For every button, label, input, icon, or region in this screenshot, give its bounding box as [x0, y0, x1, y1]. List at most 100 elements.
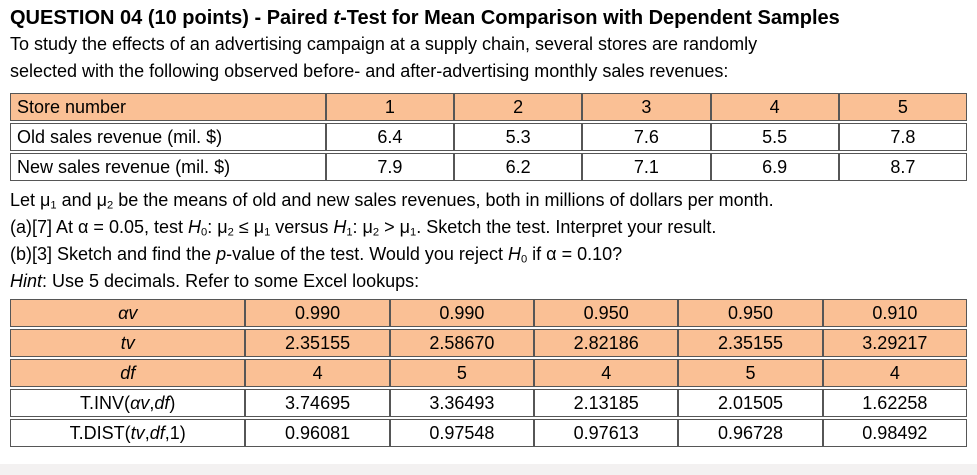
value-cell: 3 — [582, 93, 711, 121]
text-segment: if α = 0.10? — [527, 244, 623, 264]
row-label-cell: tv — [10, 329, 246, 357]
table-row: df 4 5 4 5 4 — [10, 359, 967, 387]
value-cell: 2.35155 — [678, 329, 823, 357]
text-segment: ≤ μ — [233, 217, 265, 237]
row-label-cell: Store number — [10, 93, 326, 121]
row-label-cell: T.INV(αv,df) — [10, 389, 246, 417]
text-segment: : Use 5 decimals. Refer to some Excel lo… — [42, 271, 420, 291]
table-row: tv 2.35155 2.58670 2.82186 2.35155 3.29217 — [10, 329, 967, 357]
value-cell: 7.9 — [325, 153, 455, 181]
text-segment: 1 — [50, 199, 57, 212]
value-cell: 7.6 — [582, 123, 711, 151]
text-segment: 0 — [520, 253, 528, 266]
value-cell: 5 — [389, 359, 535, 387]
value-cell: 0.910 — [822, 299, 967, 327]
row-label-cell: df — [10, 359, 246, 387]
value-cell: 0.96728 — [678, 419, 823, 447]
value-cell: 5 — [678, 359, 823, 387]
value-cell: 2.35155 — [245, 329, 390, 357]
part-b-line: (b)[3] Sketch and find the p-value of th… — [10, 241, 967, 268]
text-segment: : μ — [352, 217, 373, 237]
means-definition-line: Let μ1 and μ2 be the means of old and ne… — [10, 187, 967, 214]
text-segment: . Sketch the test. Interpret your result… — [416, 217, 717, 237]
value-cell: 0.990 — [245, 299, 390, 327]
value-cell: 4 — [534, 359, 679, 387]
value-cell: 3.29217 — [822, 329, 967, 357]
table-row: New sales revenue (mil. $) 7.9 6.2 7.1 6.9 8.… — [10, 153, 967, 181]
text-segment: -Test for Mean Comparison with Dependent… — [340, 7, 840, 29]
text-segment: -value of the test. Would you reject — [226, 244, 508, 264]
text-segment: ,1) — [164, 423, 186, 443]
row-label-cell: Old sales revenue (mil. $) — [10, 123, 326, 151]
sales-revenue-table: Store number 1 2 3 4 5 Old sales revenue (mil.… — [10, 91, 967, 183]
text-segment: 1 — [264, 226, 271, 239]
text-segment: and μ — [56, 190, 108, 210]
value-cell: 0.950 — [534, 299, 679, 327]
value-cell: 7.1 — [582, 153, 711, 181]
value-cell: 1.62258 — [822, 389, 967, 417]
page-bottom-margin — [0, 464, 977, 475]
value-cell: 8.7 — [838, 153, 967, 181]
value-cell: 3.74695 — [245, 389, 390, 417]
value-cell: 4 — [822, 359, 967, 387]
intro-line-1: To study the effects of an advertising c… — [10, 31, 967, 58]
text-segment: , — [149, 393, 155, 413]
text-segment: > μ — [379, 217, 411, 237]
excel-lookup-table-body: αv 0.990 0.990 0.950 0.950 0.910 tv 2.35155 2.58… — [10, 299, 967, 447]
text-segment: selected with the following observed bef… — [10, 61, 729, 81]
text-segment: ) — [169, 393, 176, 413]
value-cell: 5 — [838, 93, 967, 121]
excel-lookup-table: αv 0.990 0.990 0.950 0.950 0.910 tv 2.35155 2.58… — [10, 297, 967, 449]
value-cell: 4 — [245, 359, 390, 387]
question-title: QUESTION 04 (10 points) - Paired t-Test … — [10, 5, 967, 31]
value-cell: 3.36493 — [389, 389, 535, 417]
intro-line-2: selected with the following observed bef… — [10, 58, 967, 85]
value-cell: 6.9 — [710, 153, 839, 181]
value-cell: 2.01505 — [678, 389, 823, 417]
text-segment: T.INV( — [80, 393, 131, 413]
text-segment: 1 — [410, 226, 417, 239]
text-segment: (b)[3] Sketch and find the — [10, 244, 217, 264]
text-segment: H — [333, 217, 347, 237]
text-segment: p — [216, 244, 227, 264]
value-cell: 5.5 — [710, 123, 839, 151]
store-number-header-row: Store number 1 2 3 4 5 — [10, 93, 967, 121]
table-row: αv 0.990 0.990 0.950 0.950 0.910 — [10, 299, 967, 327]
text-segment: df — [149, 423, 165, 443]
value-cell: 6.2 — [454, 153, 583, 181]
text-segment: 2 — [227, 226, 234, 239]
text-segment: To study the effects of an advertising c… — [10, 34, 758, 54]
text-segment: QUESTION 04 (10 points) - Paired — [10, 7, 334, 29]
text-segment: tv — [120, 333, 135, 353]
value-cell: 2.82186 — [534, 329, 679, 357]
table-row: T.INV(αv,df) 3.74695 3.36493 2.13185 2.01505… — [10, 389, 967, 417]
hint-line: Hint: Use 5 decimals. Refer to some Exce… — [10, 268, 967, 295]
text-segment: 0 — [201, 226, 208, 239]
value-cell: 0.96081 — [245, 419, 390, 447]
text-segment: : μ — [207, 217, 228, 237]
value-cell: 0.98492 — [822, 419, 967, 447]
sales-revenue-table-body: Store number 1 2 3 4 5 Old sales revenue (mil.… — [10, 93, 967, 181]
text-segment: df — [154, 393, 170, 413]
text-segment: Let μ — [10, 190, 51, 210]
text-segment: 2 — [372, 226, 380, 239]
value-cell: 2 — [454, 93, 583, 121]
value-cell: 5.3 — [454, 123, 583, 151]
text-segment: H — [507, 244, 521, 264]
text-segment: 2 — [107, 199, 114, 212]
row-label-cell: αv — [10, 299, 246, 327]
value-cell: 1 — [325, 93, 455, 121]
text-segment: αv — [118, 303, 138, 323]
text-segment: 1 — [346, 226, 353, 239]
text-segment: be the means of old and new sales revenu… — [113, 190, 774, 210]
text-segment: versus — [270, 217, 334, 237]
row-label-cell: T.DIST(tv,df,1) — [10, 419, 246, 447]
text-segment: (a)[7] At α = 0.05, test — [10, 217, 188, 237]
text-segment: t — [333, 7, 341, 29]
row-label-cell: New sales revenue (mil. $) — [10, 153, 326, 181]
text-segment: tv — [130, 423, 145, 443]
value-cell: 0.990 — [389, 299, 535, 327]
text-segment: df — [120, 363, 136, 383]
value-cell: 7.8 — [838, 123, 967, 151]
value-cell: 4 — [710, 93, 839, 121]
